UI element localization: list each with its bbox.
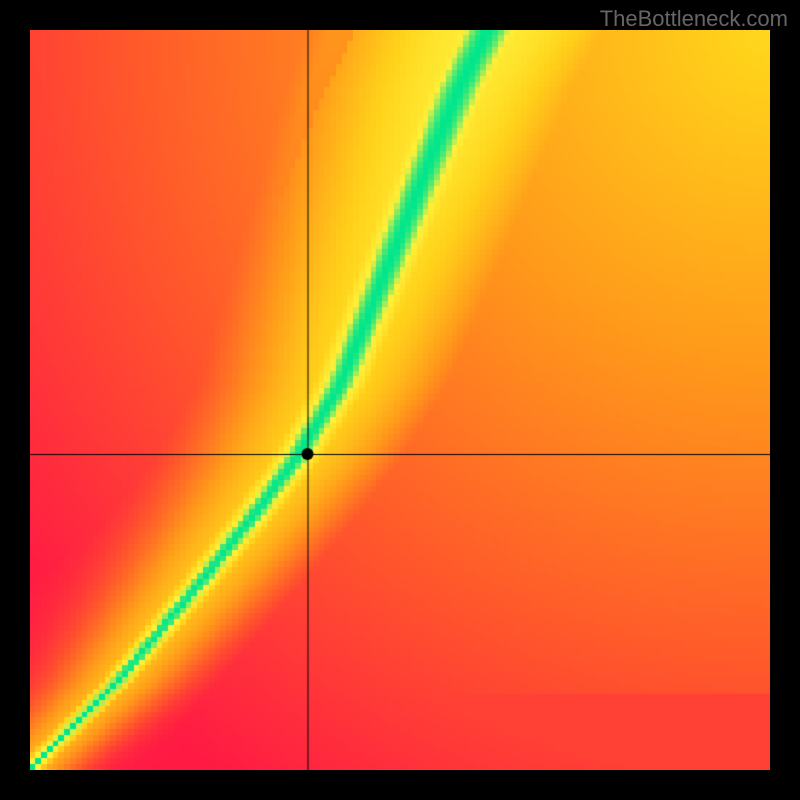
heatmap-plot bbox=[30, 30, 770, 770]
watermark-text: TheBottleneck.com bbox=[600, 6, 788, 32]
heatmap-canvas bbox=[30, 30, 770, 770]
